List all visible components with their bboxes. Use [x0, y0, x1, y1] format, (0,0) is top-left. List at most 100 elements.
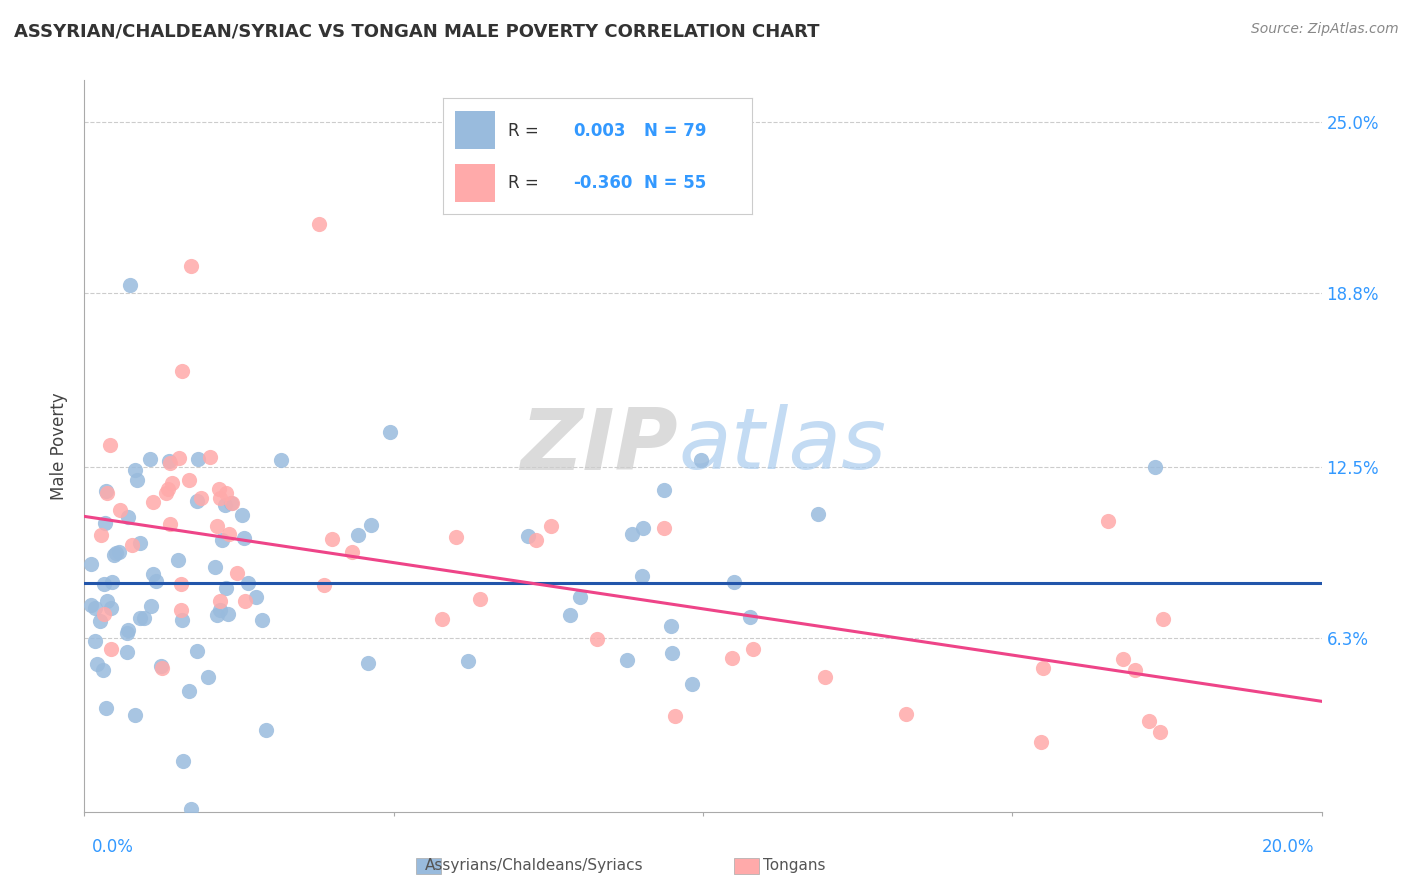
- Point: [236, 576, 259, 591]
- Point: [187, 451, 209, 466]
- Bar: [456, 111, 495, 149]
- Point: [121, 538, 143, 552]
- Point: [117, 645, 139, 659]
- Point: [91, 663, 114, 677]
- Point: [96, 486, 118, 500]
- Point: [1139, 714, 1161, 728]
- Point: [129, 535, 152, 549]
- Point: [681, 677, 703, 691]
- Point: [139, 451, 162, 466]
- Point: [167, 553, 190, 567]
- Point: [115, 626, 138, 640]
- Point: [179, 683, 201, 698]
- Point: [93, 577, 115, 591]
- Point: [631, 521, 654, 535]
- Point: [225, 566, 247, 580]
- Point: [1031, 735, 1053, 749]
- Point: [211, 533, 233, 548]
- Point: [524, 533, 547, 547]
- Point: [209, 603, 232, 617]
- Point: [100, 601, 122, 615]
- Point: [86, 657, 108, 671]
- Point: [233, 532, 256, 546]
- Point: [170, 577, 193, 591]
- Point: [200, 450, 222, 464]
- Text: 0.0%: 0.0%: [91, 838, 134, 856]
- Point: [117, 510, 139, 524]
- Point: [204, 560, 226, 574]
- Bar: [456, 164, 495, 202]
- Point: [186, 644, 208, 658]
- Point: [94, 483, 117, 498]
- Point: [155, 486, 177, 500]
- Point: [517, 529, 540, 543]
- Point: [1143, 459, 1166, 474]
- Text: 20.0%: 20.0%: [1263, 838, 1315, 856]
- Point: [197, 670, 219, 684]
- Text: Assyrians/Chaldeans/Syriacs: Assyrians/Chaldeans/Syriacs: [425, 858, 644, 872]
- Point: [89, 614, 111, 628]
- Point: [159, 456, 181, 470]
- Point: [94, 701, 117, 715]
- Point: [723, 574, 745, 589]
- Point: [83, 601, 105, 615]
- Point: [134, 611, 156, 625]
- Point: [141, 599, 163, 613]
- Text: Source: ZipAtlas.com: Source: ZipAtlas.com: [1251, 22, 1399, 37]
- Text: ASSYRIAN/CHALDEAN/SYRIAC VS TONGAN MALE POVERTY CORRELATION CHART: ASSYRIAN/CHALDEAN/SYRIAC VS TONGAN MALE …: [14, 22, 820, 40]
- Point: [233, 594, 256, 608]
- Point: [430, 612, 453, 626]
- Point: [1032, 660, 1054, 674]
- Point: [120, 277, 142, 292]
- Point: [152, 661, 174, 675]
- Point: [215, 581, 238, 595]
- Point: [250, 613, 273, 627]
- Point: [108, 545, 131, 559]
- Point: [814, 671, 837, 685]
- Point: [160, 475, 183, 490]
- Point: [620, 526, 643, 541]
- Point: [664, 709, 686, 723]
- Point: [894, 706, 917, 721]
- Text: 0.003: 0.003: [572, 121, 626, 139]
- Point: [142, 495, 165, 509]
- Point: [1111, 651, 1133, 665]
- Point: [457, 654, 479, 668]
- Point: [180, 260, 202, 274]
- Point: [254, 723, 277, 738]
- Point: [659, 619, 682, 633]
- Point: [720, 651, 742, 665]
- Point: [231, 508, 253, 522]
- Point: [170, 603, 193, 617]
- Point: [98, 438, 121, 452]
- Point: [1123, 663, 1146, 677]
- Point: [156, 483, 179, 497]
- Point: [149, 659, 172, 673]
- Point: [652, 521, 675, 535]
- Point: [205, 608, 228, 623]
- Text: ZIP: ZIP: [520, 404, 678, 488]
- Text: atlas: atlas: [678, 404, 886, 488]
- Point: [208, 482, 231, 496]
- Point: [142, 566, 165, 581]
- Point: [172, 613, 194, 627]
- Point: [1152, 612, 1174, 626]
- Point: [125, 473, 148, 487]
- Point: [245, 591, 267, 605]
- Point: [79, 557, 101, 571]
- Point: [167, 450, 190, 465]
- Point: [214, 485, 236, 500]
- Point: [84, 633, 107, 648]
- Point: [631, 569, 654, 583]
- Point: [214, 499, 236, 513]
- Point: [308, 217, 330, 231]
- Point: [378, 425, 401, 439]
- Point: [105, 546, 128, 560]
- Point: [217, 607, 239, 621]
- Point: [356, 657, 378, 671]
- Point: [180, 802, 202, 816]
- Point: [208, 491, 231, 505]
- Point: [94, 516, 117, 531]
- Text: N = 55: N = 55: [644, 174, 706, 192]
- Text: R =: R =: [508, 121, 544, 139]
